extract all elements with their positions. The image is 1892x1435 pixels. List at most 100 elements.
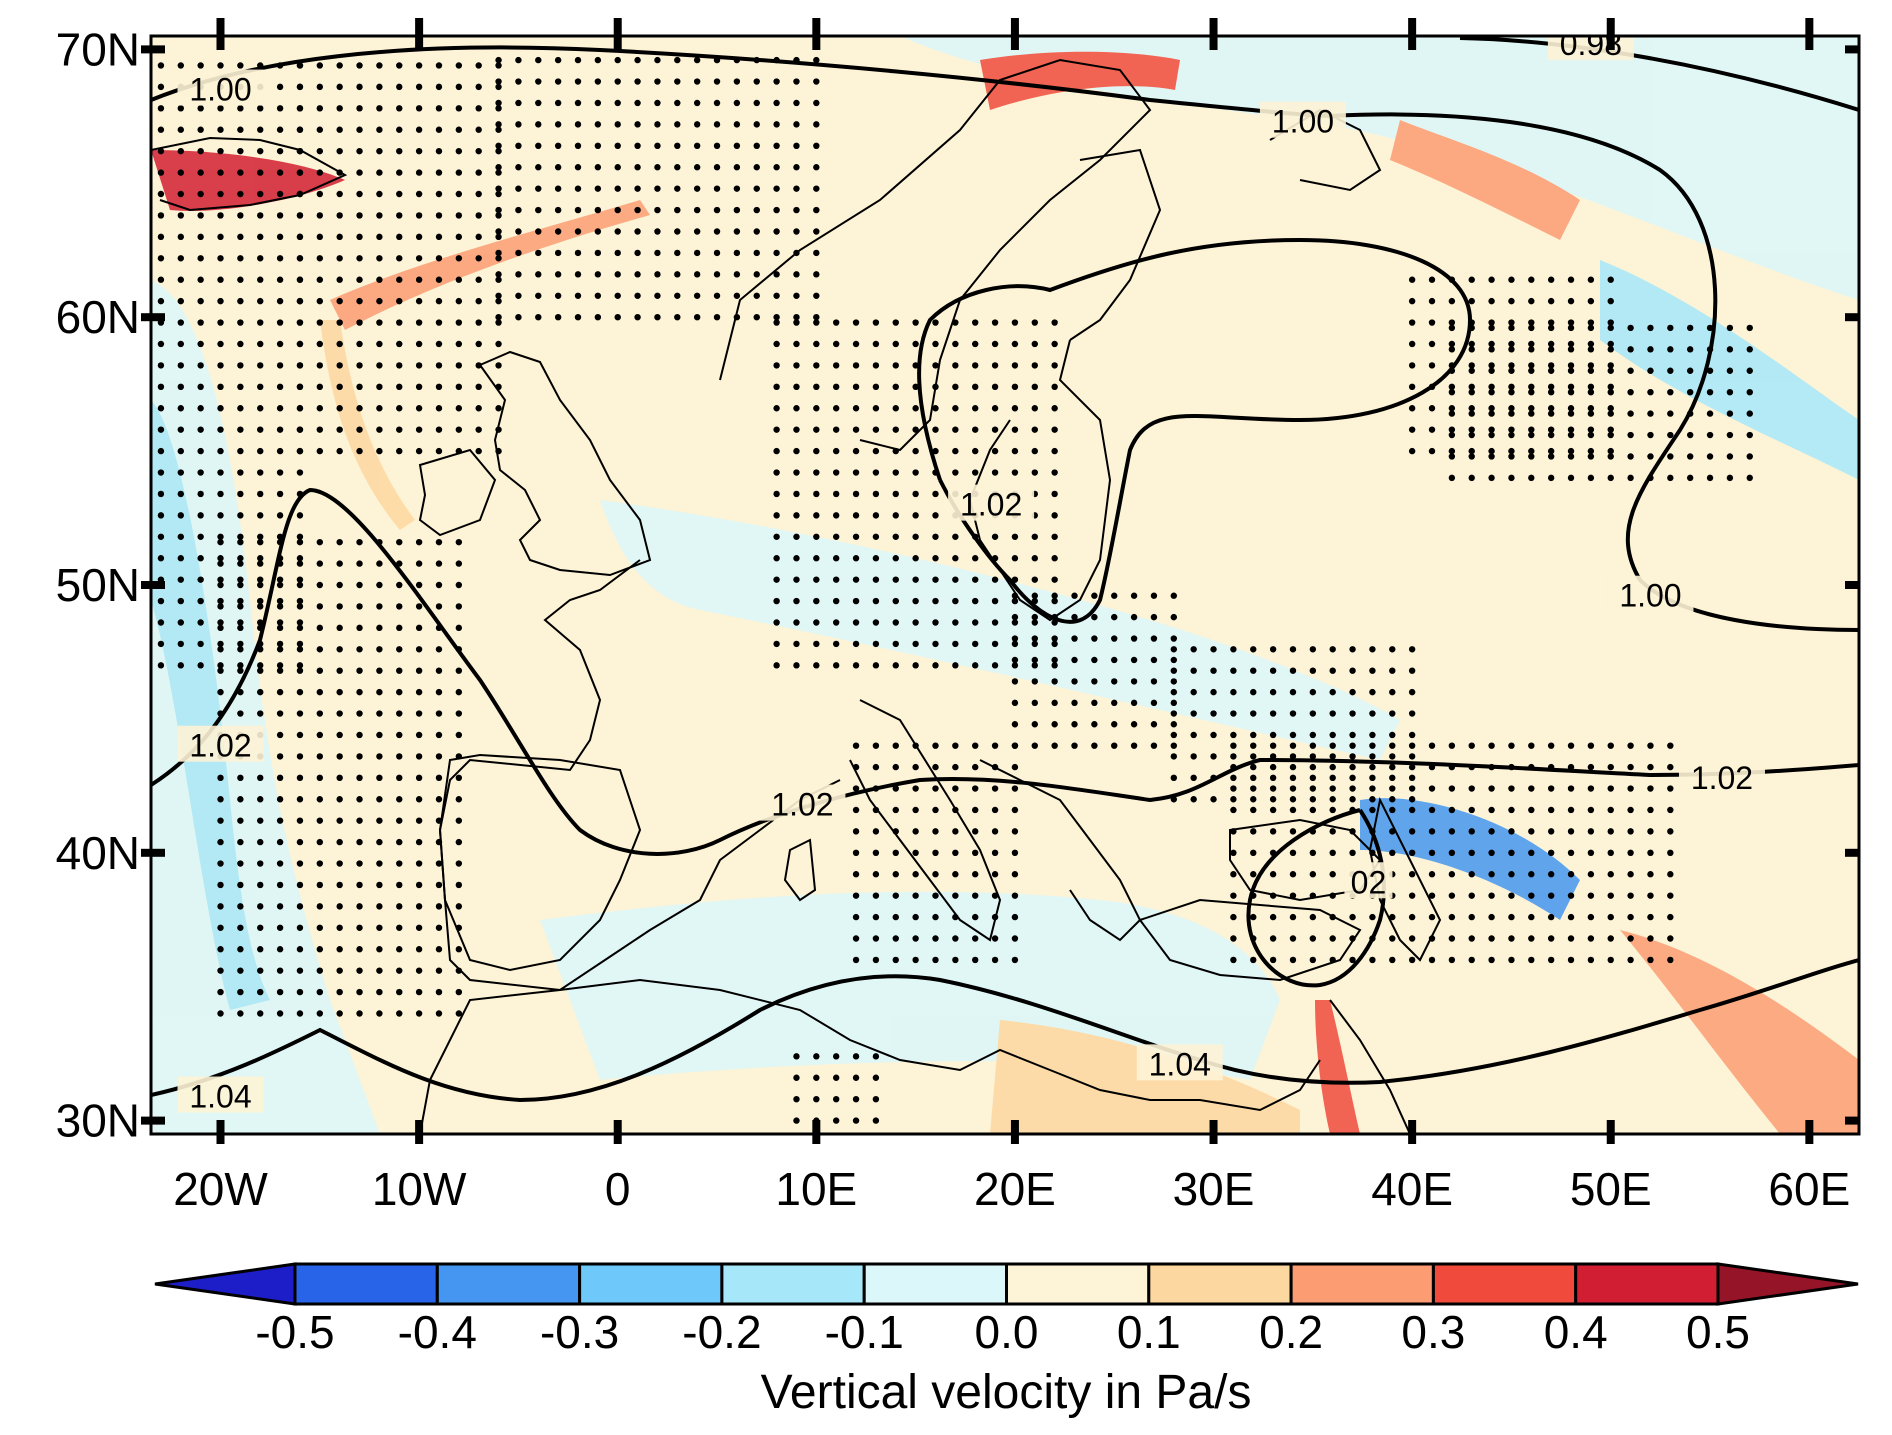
stipple-dot bbox=[1667, 849, 1674, 857]
stipple-dot bbox=[773, 405, 780, 412]
stipple-dot bbox=[1031, 447, 1038, 455]
stipple-dot bbox=[217, 860, 224, 867]
stipple-dot bbox=[1607, 297, 1614, 305]
stipple-dot bbox=[1627, 324, 1634, 332]
stipple-dot bbox=[296, 881, 304, 889]
stipple-dot bbox=[872, 742, 880, 749]
stipple-dot bbox=[1567, 319, 1575, 326]
stipple-dot bbox=[1309, 742, 1317, 749]
stipple-dot bbox=[1349, 785, 1356, 792]
colorbar-box-4 bbox=[862, 1262, 1009, 1306]
stipple-dot bbox=[1667, 742, 1674, 749]
stipple-dot bbox=[1051, 662, 1058, 669]
stipple-dot bbox=[177, 255, 184, 262]
stipple-dot bbox=[991, 533, 999, 540]
stipple-dot bbox=[356, 169, 363, 176]
stipple-dot bbox=[972, 469, 979, 476]
stipple-dot bbox=[574, 142, 582, 149]
stipple-dot bbox=[177, 362, 184, 369]
stipple-dot bbox=[753, 206, 760, 214]
stipple-dot bbox=[237, 447, 244, 455]
stipple-dot bbox=[356, 838, 363, 846]
stipple-dot bbox=[654, 271, 661, 278]
stipple-dot bbox=[257, 662, 264, 669]
stipple-dot bbox=[296, 838, 304, 846]
stipple-dot bbox=[257, 860, 264, 867]
stipple-dot bbox=[1607, 785, 1614, 792]
stipple-dot bbox=[832, 1117, 840, 1124]
stipple-dot bbox=[177, 212, 184, 219]
stipple-dot bbox=[1051, 340, 1058, 348]
contour-label-10: 1.04 bbox=[1149, 1046, 1211, 1082]
stipple-dot bbox=[932, 763, 939, 771]
stipple-dot bbox=[1349, 753, 1356, 760]
stipple-dot bbox=[793, 206, 800, 214]
stipple-dot bbox=[415, 624, 423, 632]
stipple-dot bbox=[356, 774, 363, 782]
stipple-dot bbox=[237, 988, 244, 996]
stipple-dot bbox=[1567, 340, 1575, 348]
stipple-dot bbox=[415, 774, 423, 782]
stipple-dot bbox=[396, 538, 403, 546]
stipple-dot bbox=[813, 469, 820, 476]
stipple-dot bbox=[495, 249, 502, 257]
stipple-dot bbox=[892, 512, 899, 519]
stipple-dot bbox=[1031, 592, 1038, 599]
stipple-dot bbox=[415, 667, 423, 674]
stipple-dot bbox=[217, 319, 224, 326]
stipple-dot bbox=[932, 319, 939, 326]
stipple-dot bbox=[197, 297, 204, 305]
stipple-dot bbox=[1647, 431, 1654, 439]
stipple-dot bbox=[674, 99, 681, 107]
stipple-dot bbox=[376, 796, 383, 803]
stipple-dot bbox=[1567, 410, 1575, 417]
stipple-dot bbox=[336, 538, 343, 546]
stipple-dot bbox=[1031, 362, 1038, 369]
stipple-dot bbox=[455, 405, 463, 412]
stipple-dot bbox=[1051, 699, 1058, 707]
stipple-dot bbox=[634, 249, 641, 257]
contour-label-5: 1.02 bbox=[189, 728, 251, 764]
stipple-dot bbox=[435, 838, 443, 846]
stipple-dot bbox=[594, 78, 602, 85]
stipple-dot bbox=[1170, 613, 1178, 621]
stipple-dot bbox=[952, 340, 959, 348]
stipple-dot bbox=[157, 340, 165, 348]
stipple-dot bbox=[793, 121, 800, 128]
stipple-dot bbox=[733, 228, 741, 235]
stipple-dot bbox=[1051, 512, 1058, 519]
stipple-dot bbox=[733, 78, 741, 85]
stipple-dot bbox=[515, 164, 522, 171]
stipple-dot bbox=[1250, 742, 1257, 749]
stipple-dot bbox=[495, 405, 502, 412]
stipple-dot bbox=[157, 469, 165, 476]
stipple-dot bbox=[515, 56, 522, 64]
stipple-dot bbox=[574, 271, 582, 278]
stipple-dot bbox=[396, 710, 403, 717]
stipple-dot bbox=[654, 164, 661, 171]
stipple-dot bbox=[852, 619, 860, 626]
stipple-dot bbox=[1250, 796, 1257, 803]
stipple-dot bbox=[276, 688, 284, 696]
stipple-dot bbox=[1528, 319, 1535, 326]
stipple-dot bbox=[1686, 431, 1694, 439]
stipple-dot bbox=[296, 731, 304, 739]
stipple-dot bbox=[952, 785, 959, 792]
stipple-dot bbox=[415, 62, 423, 69]
stipple-dot bbox=[197, 597, 204, 605]
stipple-dot bbox=[674, 185, 681, 192]
stipple-dot bbox=[1528, 297, 1535, 305]
stipple-dot bbox=[892, 662, 899, 669]
stipple-dot bbox=[276, 662, 284, 669]
stipple-dot bbox=[952, 849, 959, 857]
stipple-dot bbox=[455, 560, 463, 567]
stipple-dot bbox=[197, 255, 204, 262]
stipple-dot bbox=[1230, 828, 1237, 835]
stipple-dot bbox=[674, 292, 681, 299]
stipple-dot bbox=[753, 142, 760, 149]
stipple-dot bbox=[237, 967, 244, 974]
stipple-dot bbox=[614, 313, 621, 321]
stipple-dot bbox=[1567, 388, 1575, 396]
stipple-dot bbox=[1031, 619, 1038, 626]
colorbar-box-5 bbox=[1005, 1262, 1151, 1306]
